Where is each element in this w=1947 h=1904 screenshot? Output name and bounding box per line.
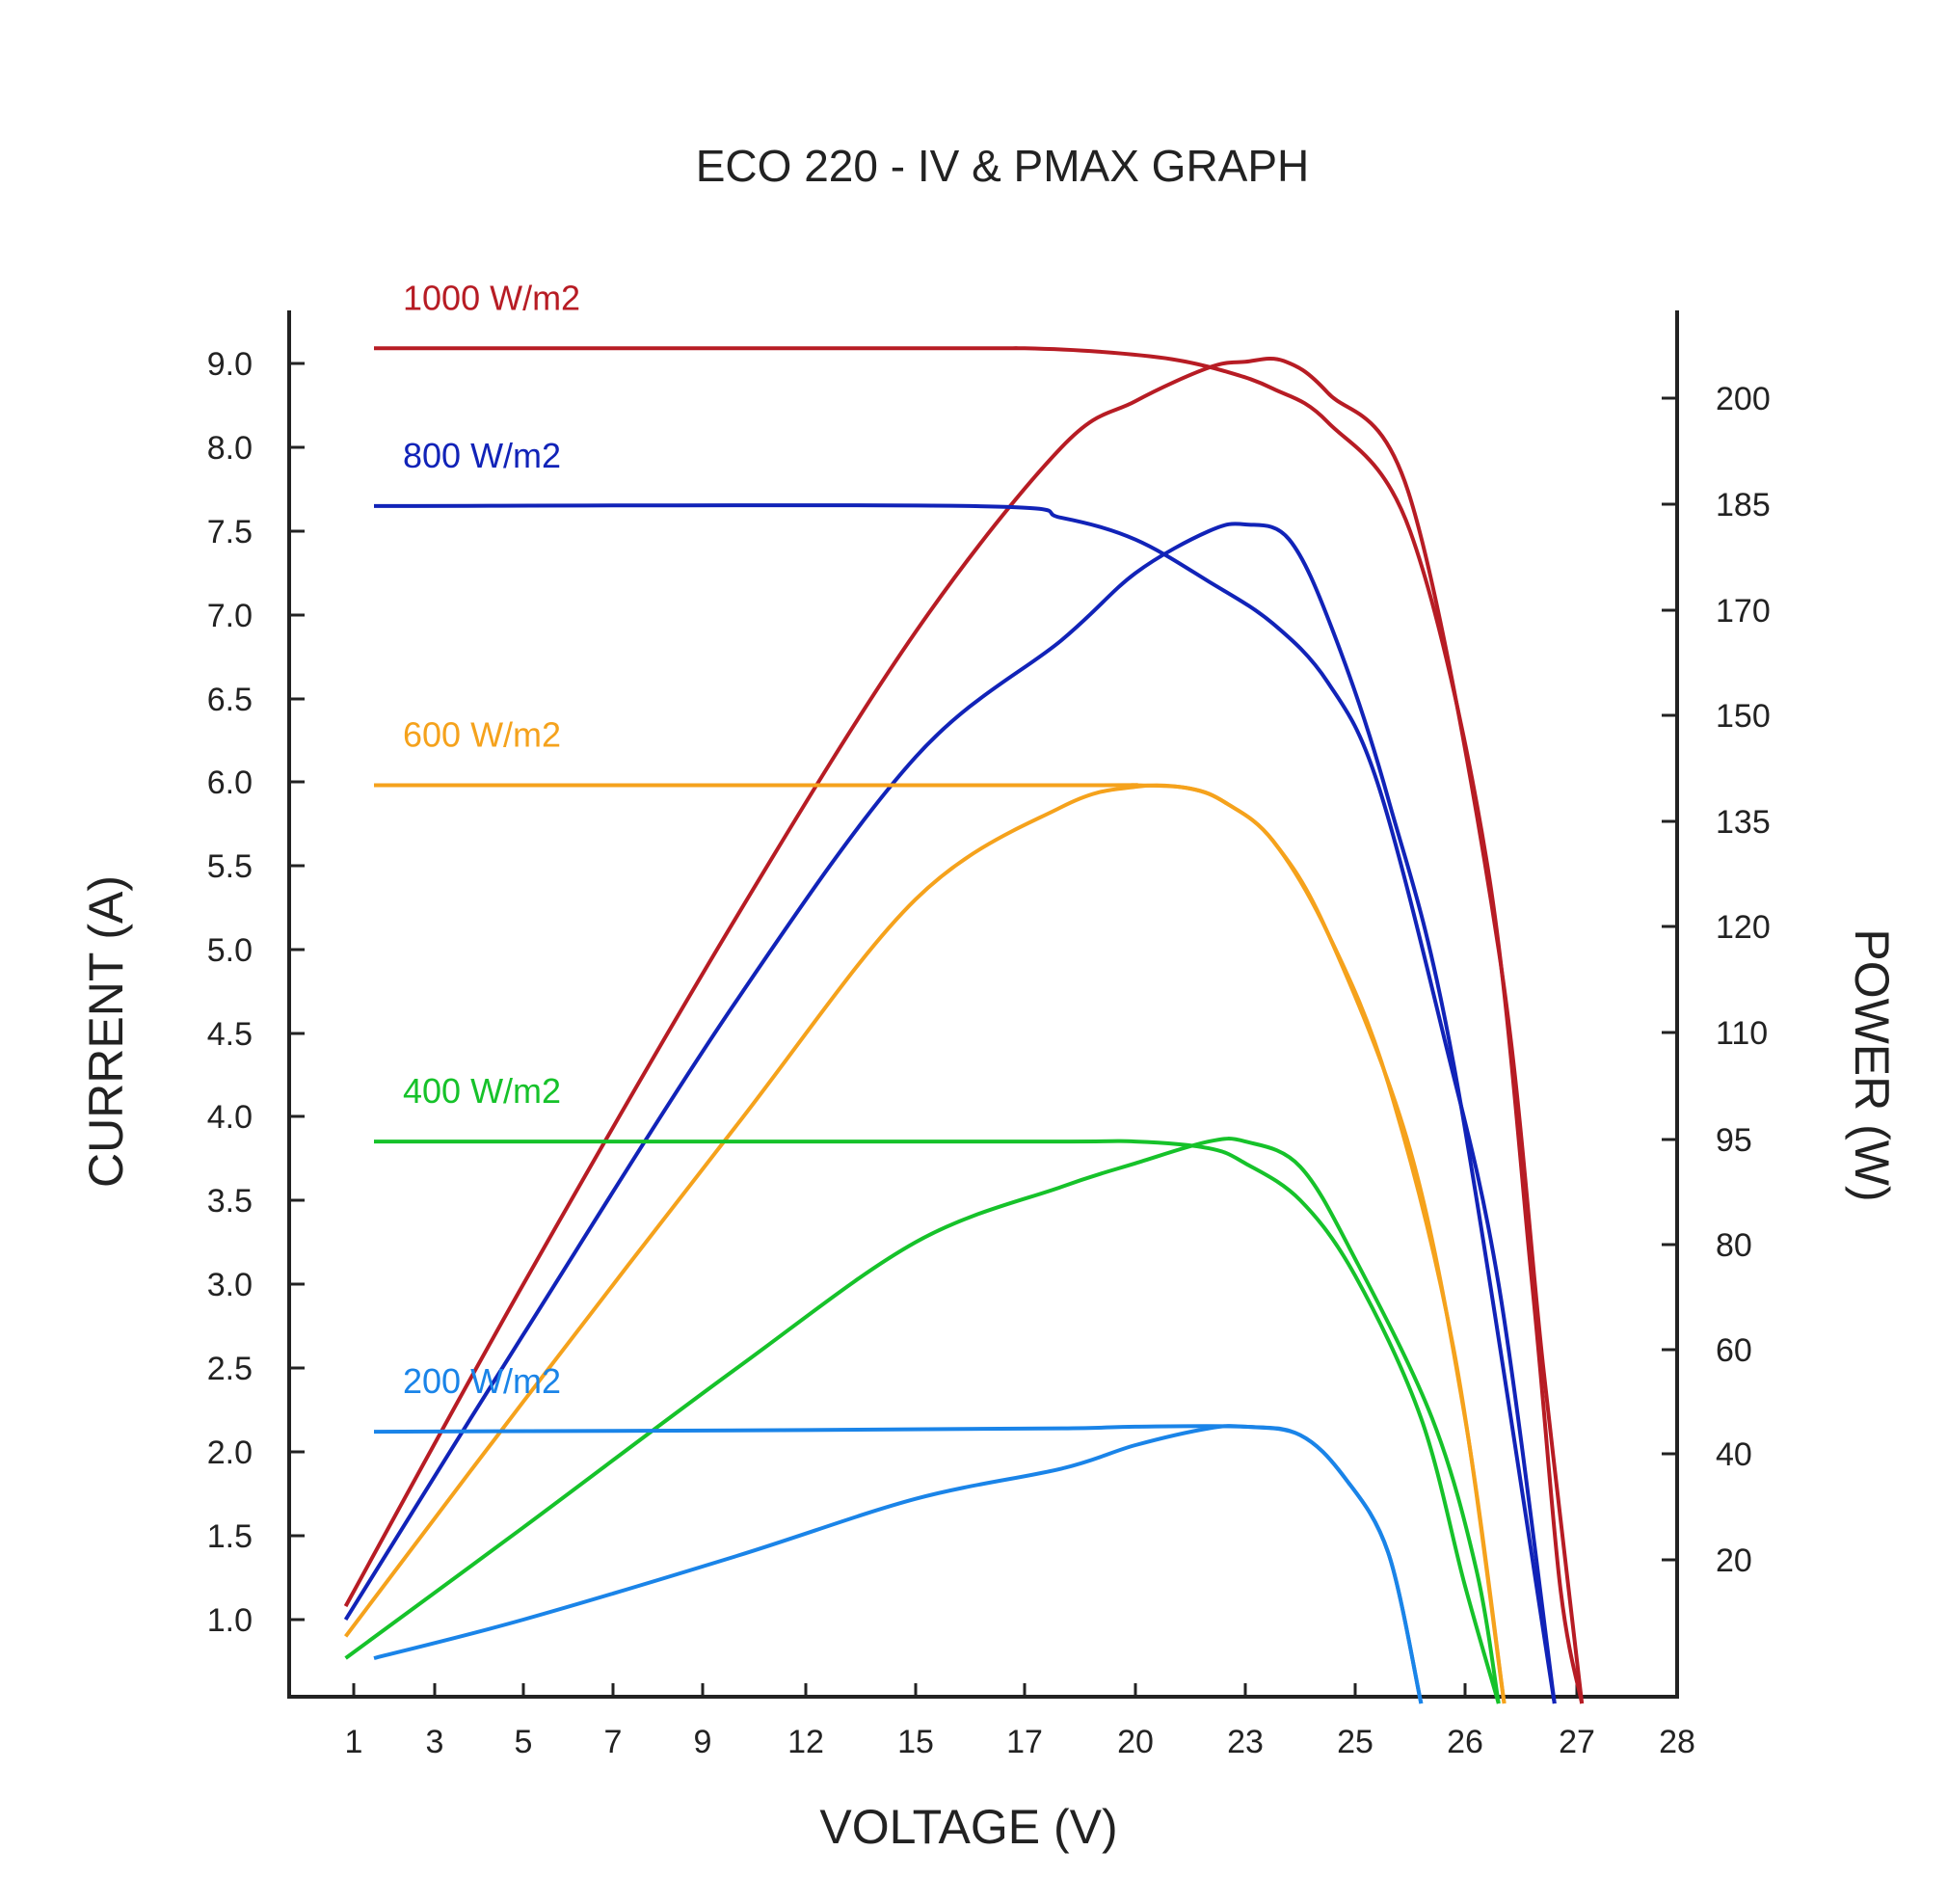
power-curve-400 bbox=[344, 1137, 1501, 1704]
series-layer: 1000 W/m2 800 W/m2 600 W/m2 400 W/m2 200 W/m… bbox=[343, 278, 1585, 1704]
x-tick-label: 27 bbox=[1559, 1724, 1595, 1760]
x-tick-label: 20 bbox=[1117, 1724, 1154, 1760]
right-y-tick-label: 80 bbox=[1716, 1227, 1752, 1264]
axes bbox=[287, 310, 1679, 1699]
left-y-tick-label: 4.0 bbox=[207, 1099, 253, 1136]
iv-curve-800 bbox=[373, 503, 1557, 1704]
left-y-tick-label: 7.0 bbox=[207, 598, 253, 634]
series-600: 600 W/m2 bbox=[344, 714, 1507, 1704]
x-tick-label: 9 bbox=[694, 1724, 712, 1760]
right-y-axis-title: POWER (W) bbox=[1845, 928, 1899, 1201]
power-curve-600 bbox=[344, 783, 1507, 1704]
x-axis-title: VOLTAGE (V) bbox=[819, 1800, 1117, 1854]
power-curve-800 bbox=[343, 522, 1557, 1704]
series-200: 200 W/m2 bbox=[373, 1361, 1424, 1704]
right-y-tick-label: 120 bbox=[1716, 909, 1771, 946]
series-label-800: 800 W/m2 bbox=[403, 436, 561, 475]
x-tick-label: 28 bbox=[1659, 1724, 1695, 1760]
power-curve-200 bbox=[373, 1424, 1424, 1704]
x-tick-label: 3 bbox=[426, 1724, 444, 1760]
x-tick-label: 25 bbox=[1337, 1724, 1374, 1760]
iv-curve-400 bbox=[373, 1139, 1501, 1704]
left-y-tick-label: 3.0 bbox=[207, 1267, 253, 1303]
x-axis-ticks: 1 3 5 7 9 12 15 17 20 23 25 26 27 28 bbox=[345, 1683, 1695, 1760]
right-y-tick-label: 200 bbox=[1716, 381, 1771, 417]
left-y-tick-label: 2.0 bbox=[207, 1435, 253, 1471]
right-y-tick-label: 95 bbox=[1716, 1122, 1752, 1159]
left-y-tick-label: 1.5 bbox=[207, 1518, 253, 1555]
series-1000: 1000 W/m2 bbox=[343, 278, 1585, 1704]
x-tick-label: 17 bbox=[1006, 1724, 1043, 1760]
right-y-tick-label: 150 bbox=[1716, 698, 1771, 735]
iv-curve-1000 bbox=[374, 346, 1585, 1704]
right-y-axis-ticks: 20 40 60 80 95 110 120 135 150 170 185 200 bbox=[1662, 381, 1771, 1579]
right-y-tick-label: 60 bbox=[1716, 1332, 1752, 1369]
iv-curve-200 bbox=[373, 1424, 1424, 1704]
left-y-tick-label: 5.0 bbox=[207, 932, 253, 969]
series-label-1000: 1000 W/m2 bbox=[403, 278, 580, 317]
right-y-tick-label: 135 bbox=[1716, 804, 1771, 841]
left-y-tick-label: 7.5 bbox=[207, 514, 253, 550]
x-tick-label: 26 bbox=[1447, 1724, 1483, 1760]
x-tick-label: 15 bbox=[897, 1724, 934, 1760]
x-tick-label: 12 bbox=[787, 1724, 824, 1760]
chart-title: ECO 220 - IV & PMAX GRAPH bbox=[696, 141, 1310, 191]
left-y-tick-label: 6.5 bbox=[207, 682, 253, 718]
left-y-tick-label: 2.5 bbox=[207, 1351, 253, 1387]
x-tick-label: 5 bbox=[515, 1724, 533, 1760]
x-tick-label: 1 bbox=[345, 1724, 363, 1760]
series-label-200: 200 W/m2 bbox=[403, 1361, 561, 1401]
x-tick-label: 7 bbox=[604, 1724, 623, 1760]
power-curve-1000 bbox=[343, 356, 1585, 1704]
left-y-tick-label: 1.0 bbox=[207, 1602, 253, 1639]
left-y-axis-title: CURRENT (A) bbox=[79, 875, 133, 1188]
series-label-600: 600 W/m2 bbox=[403, 714, 561, 754]
right-y-tick-label: 110 bbox=[1716, 1015, 1768, 1052]
left-y-tick-label: 8.0 bbox=[207, 430, 253, 467]
left-y-tick-label: 3.5 bbox=[207, 1183, 253, 1220]
left-y-tick-label: 4.5 bbox=[207, 1016, 253, 1053]
left-y-tick-label: 6.0 bbox=[207, 764, 253, 801]
series-800: 800 W/m2 bbox=[343, 436, 1557, 1704]
right-y-tick-label: 20 bbox=[1716, 1542, 1752, 1579]
right-y-tick-label: 40 bbox=[1716, 1436, 1752, 1473]
left-y-tick-label: 9.0 bbox=[207, 346, 253, 383]
left-y-tick-label: 5.5 bbox=[207, 848, 253, 885]
right-y-tick-label: 185 bbox=[1716, 487, 1771, 523]
series-400: 400 W/m2 bbox=[344, 1071, 1501, 1704]
series-label-400: 400 W/m2 bbox=[403, 1071, 561, 1111]
left-y-axis-ticks: 1.0 1.5 2.0 2.5 3.0 3.5 4.0 4.5 5.0 5.5 6.0 6.5 7.0 7… bbox=[207, 346, 305, 1639]
x-tick-label: 23 bbox=[1227, 1724, 1264, 1760]
right-y-tick-label: 170 bbox=[1716, 593, 1771, 630]
